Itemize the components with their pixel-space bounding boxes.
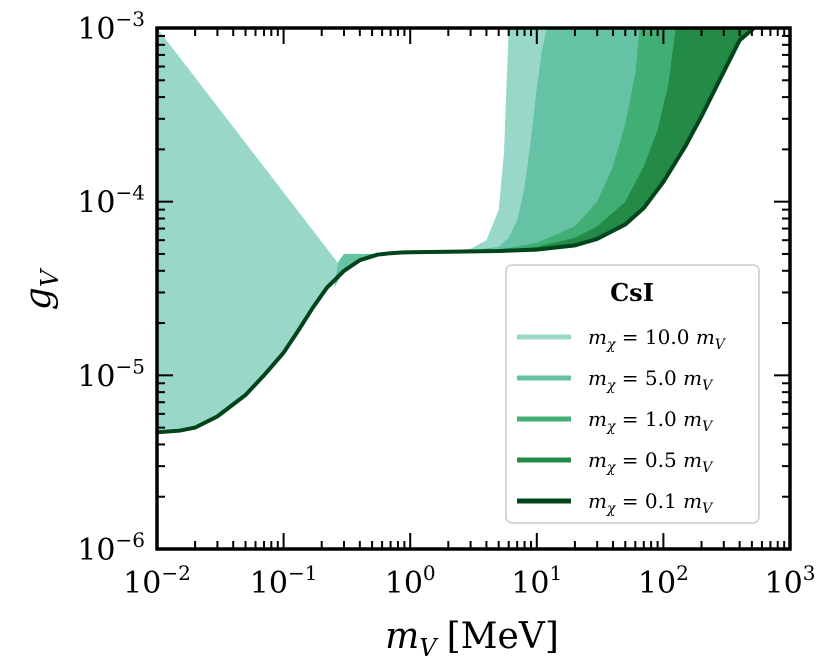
legend-label: mχ = 1.0 mV	[588, 407, 714, 435]
x-axis-label: mV [MeV]	[385, 616, 559, 662]
legend-label: mχ = 10.0 mV	[588, 325, 727, 353]
exclusion-regions	[157, 28, 790, 435]
legend-entry: mχ = 0.5 mV	[517, 448, 714, 476]
legend-label: mχ = 0.1 mV	[588, 489, 714, 517]
x-axis-label-unit: [MeV]	[447, 616, 559, 657]
plot-frame	[155, 26, 792, 551]
y-tick-label: 10−6	[77, 528, 145, 568]
y-axis-label-sub: V	[36, 267, 64, 287]
tick-labels: 10−2 10−1 100 101 102 103 10−6 10−5 10−4 10−3	[77, 7, 815, 601]
legend-entry: mχ = 1.0 mV	[517, 407, 714, 435]
legend-label: mχ = 5.0 mV	[588, 366, 714, 394]
legend-title: CsI	[610, 278, 654, 307]
y-tick-label: 10−4	[77, 181, 145, 221]
legend-label: mχ = 0.5 mV	[588, 448, 714, 476]
y-tick-label: 10−3	[77, 7, 145, 47]
x-tick-label: 103	[765, 561, 816, 601]
region-4	[377, 28, 790, 255]
legend-entry: mχ = 5.0 mV	[517, 366, 714, 394]
x-axis-label-sub: V	[419, 634, 439, 662]
x-tick-label: 102	[638, 561, 689, 601]
x-axis-label-main: m	[385, 616, 419, 657]
y-axis-label: gV	[18, 267, 64, 310]
x-tick-label: 10−2	[123, 561, 191, 601]
lower-boundary-line	[157, 28, 756, 435]
legend-entries: mχ = 10.0 mV mχ = 5.0 mV mχ = 1.0 mV mχ = 0…	[517, 325, 727, 517]
x-tick-label: 10−1	[250, 561, 318, 601]
y-tick-label: 10−5	[77, 354, 145, 394]
y-axis-label-main: g	[18, 287, 59, 310]
legend-entry: mχ = 0.1 mV	[517, 489, 714, 517]
legend-entry: mχ = 10.0 mV	[517, 325, 727, 353]
x-tick-label: 101	[511, 561, 562, 601]
x-tick-label: 100	[385, 561, 436, 601]
